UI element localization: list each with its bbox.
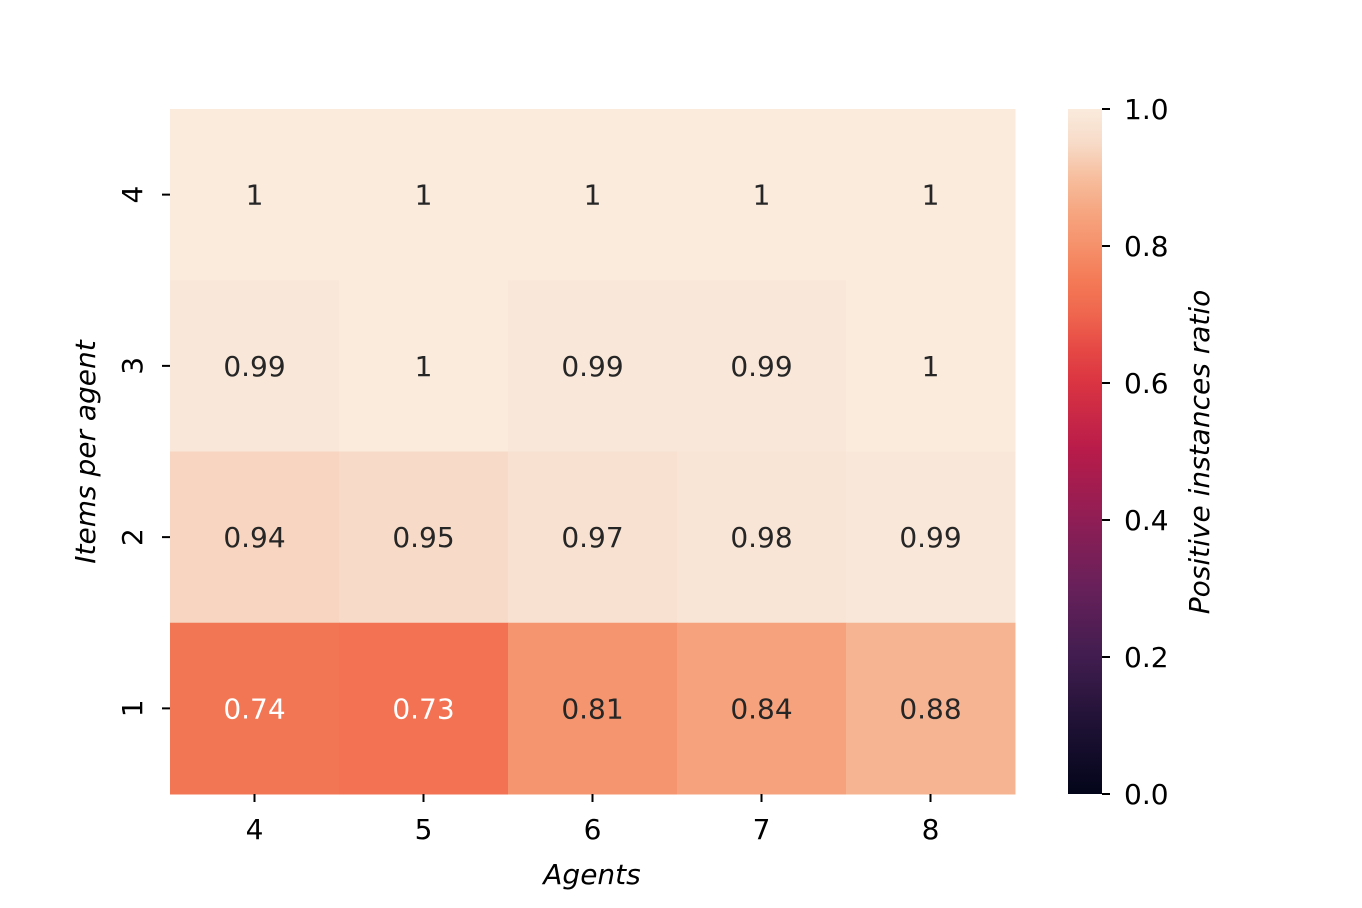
y-tick-label: 2 xyxy=(116,528,149,546)
cell-value-label: 0.74 xyxy=(223,692,285,725)
cell-value-label: 1 xyxy=(584,179,602,212)
cell-value-label: 1 xyxy=(753,179,771,212)
y-tick-label: 4 xyxy=(116,186,149,204)
colorbar-tick-label: 0.2 xyxy=(1124,641,1169,674)
heatmap-cell xyxy=(508,622,678,795)
cell-value-label: 0.99 xyxy=(730,350,792,383)
colorbar-tick-label: 0.6 xyxy=(1124,367,1169,400)
colorbar-tick-label: 0.0 xyxy=(1124,778,1169,811)
heatmap-cell xyxy=(170,109,340,281)
heatmap-cell xyxy=(170,622,340,795)
cell-value-label: 0.99 xyxy=(223,350,285,383)
x-tick-label: 6 xyxy=(584,813,602,846)
heatmap-cell xyxy=(846,280,1016,452)
heatmap-cells: 1 1 1 1 1 0.99 1 0.99 0.99 1 0.94 0.95 0.97 0.98 0.99 0… xyxy=(170,109,1016,795)
y-axis-label: Items per agent xyxy=(69,339,102,564)
heatmap-cell xyxy=(846,109,1016,281)
colorbar-tick-label: 1.0 xyxy=(1124,93,1169,126)
heatmap-cell xyxy=(339,280,509,452)
cell-value-label: 0.88 xyxy=(899,692,961,725)
cell-value-label: 0.99 xyxy=(899,521,961,554)
colorbar-tick-label: 0.8 xyxy=(1124,230,1169,263)
x-axis-label: Agents xyxy=(541,858,640,891)
heatmap-cell xyxy=(170,451,340,624)
heatmap-cell xyxy=(677,622,847,795)
cell-value-label: 0.73 xyxy=(392,692,454,725)
heatmap-cell xyxy=(846,451,1016,624)
heatmap-cell xyxy=(677,280,847,452)
x-tick-label: 4 xyxy=(246,813,264,846)
heatmap-cell xyxy=(339,622,509,795)
heatmap-cell xyxy=(508,109,678,281)
y-tick-label: 3 xyxy=(116,357,149,375)
cell-value-label: 1 xyxy=(246,179,264,212)
heatmap-cell xyxy=(170,280,340,452)
colorbar-ticks: 0.0 0.2 0.4 0.6 0.8 1.0 xyxy=(1102,93,1169,811)
cell-value-label: 0.98 xyxy=(730,521,792,554)
colorbar-label: Positive instances ratio xyxy=(1183,290,1216,615)
cell-value-label: 1 xyxy=(922,350,940,383)
heatmap-cell xyxy=(846,622,1016,795)
heatmap-cell xyxy=(677,109,847,281)
cell-value-label: 0.95 xyxy=(392,521,454,554)
heatmap-cell xyxy=(339,451,509,624)
heatmap-cell xyxy=(339,109,509,281)
cell-value-label: 1 xyxy=(922,179,940,212)
heatmap-cell xyxy=(508,451,678,624)
cell-value-label: 1 xyxy=(415,179,433,212)
axis-ticks: 4 5 6 7 8 4 3 2 1 xyxy=(116,186,939,846)
x-tick-label: 8 xyxy=(922,813,940,846)
cell-value-label: 0.84 xyxy=(730,692,792,725)
cell-value-label: 0.94 xyxy=(223,521,285,554)
cell-value-label: 0.99 xyxy=(561,350,623,383)
heatmap-cell xyxy=(508,280,678,452)
x-tick-label: 5 xyxy=(415,813,433,846)
colorbar-tick-label: 0.4 xyxy=(1124,504,1169,537)
cell-value-label: 1 xyxy=(415,350,433,383)
y-tick-label: 1 xyxy=(116,699,149,717)
cell-value-label: 0.97 xyxy=(561,521,623,554)
cell-value-label: 0.81 xyxy=(561,692,623,725)
colorbar xyxy=(1068,109,1102,794)
heatmap-cell xyxy=(677,451,847,624)
x-tick-label: 7 xyxy=(753,813,771,846)
